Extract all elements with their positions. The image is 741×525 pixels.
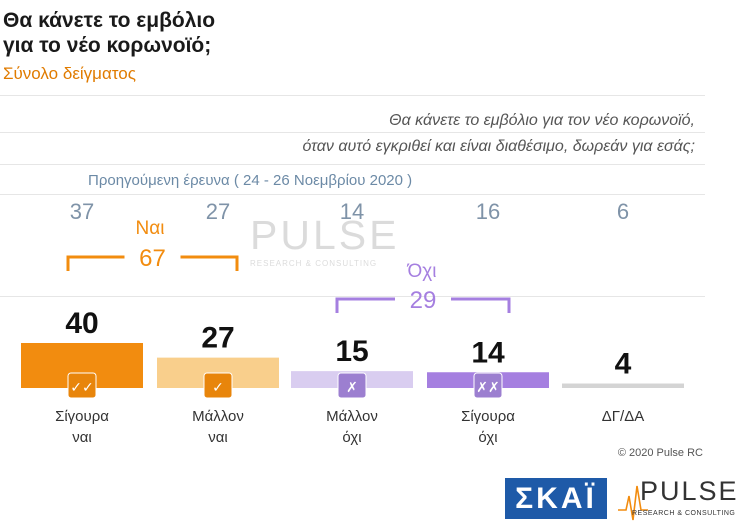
vote-mark-glyph: ✗✗ <box>476 380 499 396</box>
category-label-line-2: όχι <box>342 429 361 446</box>
category-label-line-1: Μάλλον <box>326 408 378 425</box>
title-line-1: Θα κάνετε το εμβόλιο <box>3 9 216 32</box>
question-line-1: Θα κάνετε το εμβόλιο για τον νέο κορωνοϊ… <box>389 112 695 129</box>
previous-survey-label: Προηγούμενη έρευνα ( 24 - 26 Νοεμβρίου 2… <box>88 172 413 189</box>
pulse-watermark: PULSE RESEARCH & CONSULTING <box>250 212 400 278</box>
group-label-yes: Ναι <box>136 218 165 239</box>
gridline <box>0 95 705 96</box>
category-label-line-2: όχι <box>478 429 497 446</box>
bar-value-label: 14 <box>471 336 505 369</box>
pulse-logo-name: PULSE <box>640 476 739 506</box>
gridline <box>0 164 705 165</box>
category-label-line-2: ναι <box>208 429 228 446</box>
group-label-no: Όχι <box>407 261 437 282</box>
vote-mark-glyph: ✓✓ <box>70 380 93 396</box>
group-bracket-right <box>451 297 511 313</box>
pulse-logo: PULSE RESEARCH & CONSULTING <box>618 476 738 522</box>
survey-question: Θα κάνετε το εμβόλιο για τον νέο κορωνοϊ… <box>175 108 695 160</box>
watermark-name: PULSE <box>250 212 400 258</box>
bar-value-label: 4 <box>615 348 632 381</box>
vote-mark-icon <box>203 372 233 399</box>
chart-subtitle: Σύνολο δείγματος <box>3 64 136 83</box>
previous-value-label: 6 <box>617 199 629 224</box>
gridline <box>0 296 705 297</box>
bar-value-label: 27 <box>201 322 234 355</box>
group-total-no: 29 <box>410 287 437 314</box>
skai-logo: ΣΚΑΪ <box>505 478 607 519</box>
category-label-line-1: Σίγουρα <box>55 408 109 425</box>
gridline <box>0 194 705 195</box>
previous-value-label: 16 <box>476 199 500 224</box>
vote-mark-glyph: ✓ <box>212 380 224 396</box>
category-label-line-1: Σίγουρα <box>461 408 515 425</box>
previous-value-label: 37 <box>70 199 94 224</box>
group-total-yes: 67 <box>139 245 166 272</box>
bar-value-label: 40 <box>65 307 98 340</box>
vote-mark-icon <box>337 372 367 399</box>
category-label-line-1: Μάλλον <box>192 408 244 425</box>
group-bracket-left <box>66 255 125 271</box>
copyright-text: © 2020 Pulse RC <box>617 447 703 459</box>
bar-value-label: 15 <box>335 335 368 368</box>
vote-mark-icon <box>67 372 97 399</box>
group-bracket-left <box>335 297 395 313</box>
pulse-logo-tag: RESEARCH & CONSULTING <box>632 510 736 517</box>
previous-value-label: 27 <box>206 199 230 224</box>
bar <box>562 383 684 388</box>
bar-chart: 40 37 ✓✓ Σίγουρα ναι 27 27 ✓ Μάλλον ναι 15 14 ✗ Μάλλο… <box>21 199 684 446</box>
vote-mark-glyph: ✗ <box>346 380 358 396</box>
previous-value-label: 14 <box>340 199 364 224</box>
watermark-tag: RESEARCH & CONSULTING <box>250 259 378 268</box>
category-label-line-1: ΔΓ/ΔΑ <box>602 408 644 425</box>
pulse-heartbeat-icon <box>618 485 648 521</box>
group-bracket-right <box>180 255 239 271</box>
category-label-line-2: ναι <box>72 429 92 446</box>
chart-title: Θα κάνετε το εμβόλιο για το νέο κορωνοϊό… <box>3 8 215 58</box>
gridline <box>0 132 705 133</box>
title-line-2: για το νέο κορωνοϊό; <box>3 34 212 57</box>
question-line-2: όταν αυτό εγκριθεί και είναι διαθέσιμο, … <box>302 138 695 155</box>
vote-mark-icon <box>473 372 503 399</box>
